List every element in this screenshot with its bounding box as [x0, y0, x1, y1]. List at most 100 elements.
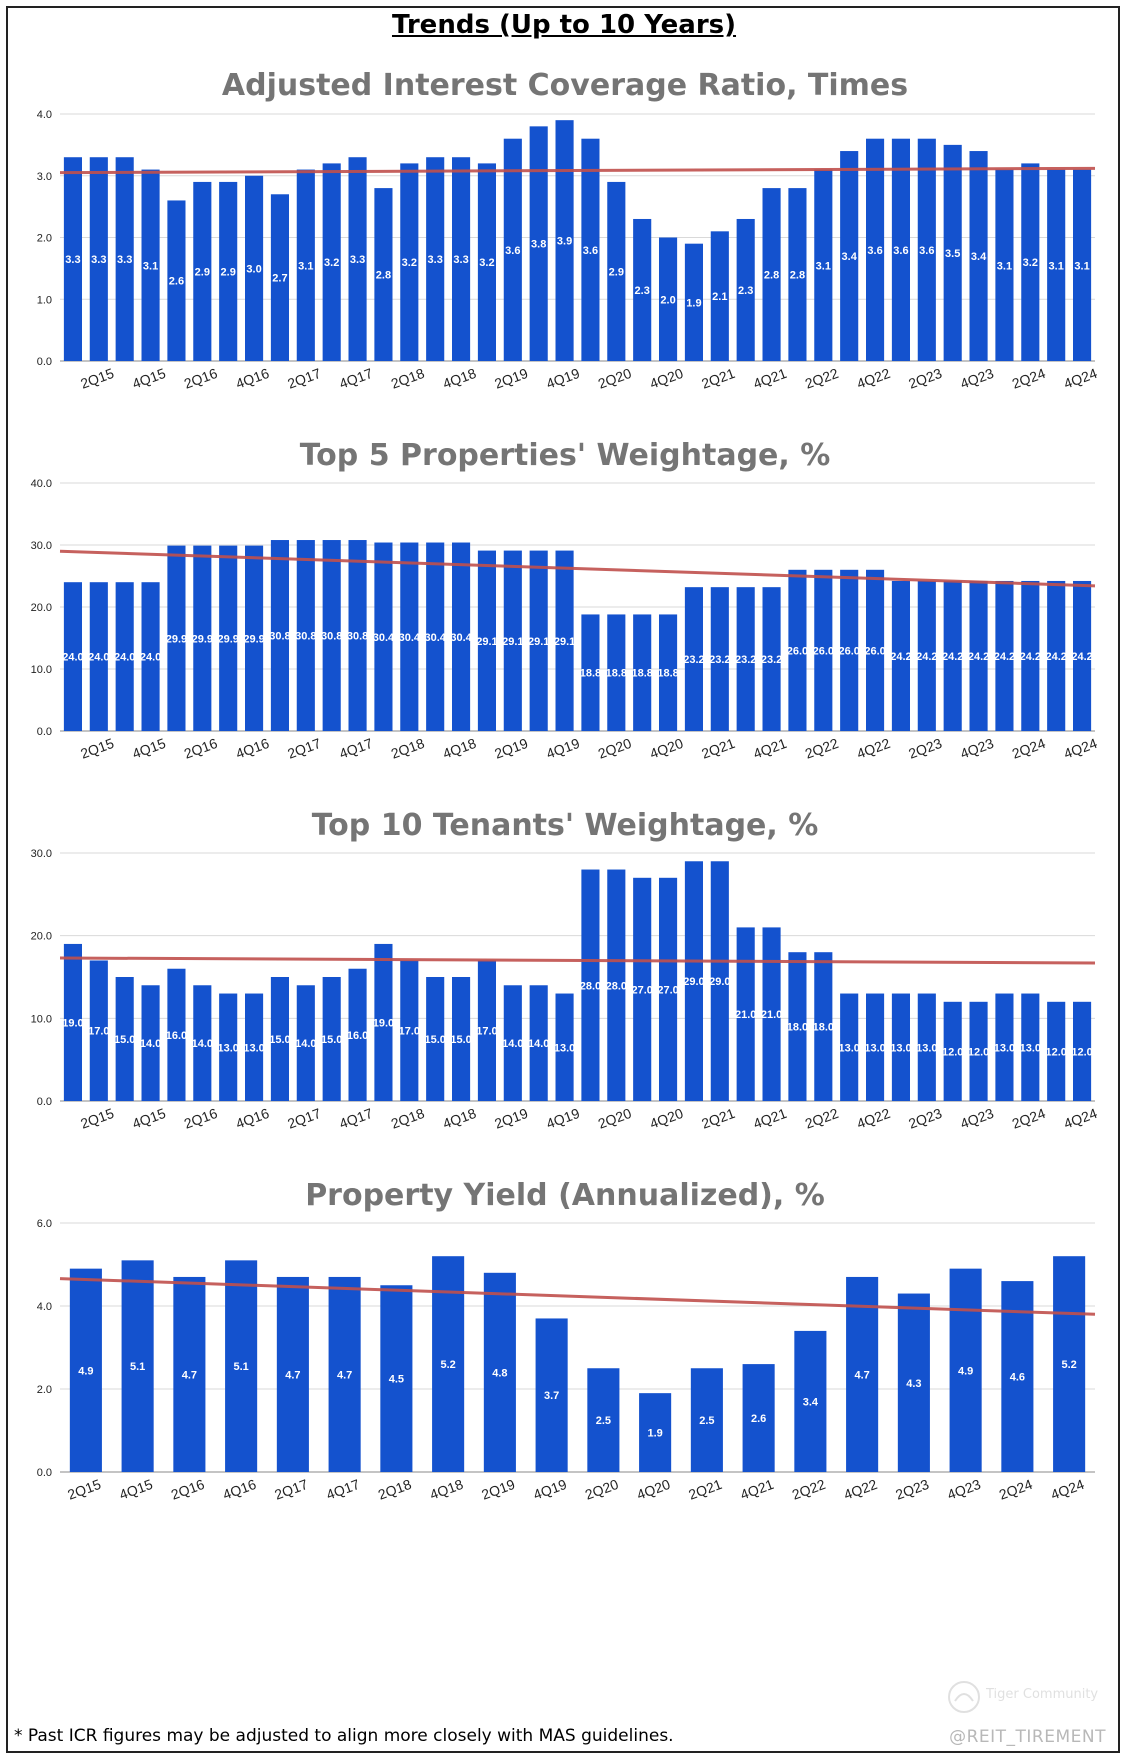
bar [607, 869, 626, 1101]
x-tick-label: 4Q24 [1062, 365, 1100, 392]
bar [555, 120, 574, 361]
bar [225, 1260, 258, 1472]
bar [503, 138, 522, 361]
bar [581, 869, 600, 1101]
data-label: 3.6 [505, 245, 520, 257]
data-label: 29.9 [192, 633, 213, 645]
x-tick-label: 2Q23 [893, 1476, 931, 1503]
bar [633, 218, 652, 361]
y-tick-label: 4.0 [37, 1301, 52, 1313]
bar [866, 993, 885, 1101]
data-label: 2.9 [609, 266, 624, 278]
data-label: 4.8 [492, 1367, 507, 1379]
x-tick-label: 4Q24 [1062, 1105, 1100, 1132]
data-label: 3.2 [479, 257, 494, 269]
data-label: 13.0 [994, 1042, 1015, 1054]
x-tick-label: 2Q17 [272, 1476, 310, 1503]
x-tick-label: 4Q16 [221, 1476, 259, 1503]
bar [788, 188, 807, 361]
data-label: 3.0 [246, 263, 261, 275]
data-label: 2.8 [764, 270, 779, 282]
data-label: 23.2 [735, 654, 756, 666]
bar [296, 985, 315, 1101]
y-tick-label: 30.0 [31, 848, 52, 860]
y-tick-label: 4.0 [37, 109, 52, 121]
data-label: 24.0 [140, 652, 161, 664]
data-label: 16.0 [347, 1030, 368, 1042]
x-tick-label: 4Q18 [441, 365, 479, 392]
data-label: 4.5 [389, 1374, 404, 1386]
bar [846, 1276, 879, 1472]
bar [555, 993, 574, 1101]
bar [400, 542, 419, 731]
data-label: 21.0 [735, 1009, 756, 1021]
data-label: 2.0 [660, 294, 675, 306]
x-tick-label: 4Q17 [324, 1476, 362, 1503]
data-label: 2.9 [195, 266, 210, 278]
bar [452, 977, 471, 1101]
x-tick-label: 2Q20 [596, 735, 634, 762]
bar [814, 952, 833, 1101]
trend-line [59, 166, 1096, 175]
data-label: 15.0 [321, 1034, 342, 1046]
data-label: 30.8 [295, 631, 316, 643]
bar [1053, 1256, 1086, 1472]
bar [89, 960, 108, 1101]
x-tick-label: 4Q19 [544, 1105, 582, 1132]
bar [115, 582, 134, 731]
x-tick-label: 4Q20 [648, 1105, 686, 1132]
bar [1047, 169, 1066, 361]
bar [794, 1330, 827, 1472]
property-yield-chart: Property Yield (Annualized), % 0.0 2.0 4.0… [10, 1172, 1120, 1532]
data-label: 28.0 [580, 980, 601, 992]
bar [348, 968, 367, 1101]
trend-line [59, 549, 1096, 588]
bar [866, 138, 885, 361]
bar [328, 1276, 361, 1472]
data-label: 3.2 [402, 257, 417, 269]
data-label: 4.6 [1010, 1372, 1025, 1384]
data-label: 30.4 [373, 632, 395, 644]
y-tick-label: 40.0 [31, 478, 52, 490]
x-tick-label: 4Q19 [544, 365, 582, 392]
data-label: 18.0 [787, 1022, 808, 1034]
x-tick-label: 4Q17 [337, 365, 375, 392]
y-tick-label: 6.0 [37, 1218, 52, 1230]
x-tick-label: 4Q20 [648, 365, 686, 392]
data-label: 2.3 [635, 285, 650, 297]
bar [426, 157, 445, 361]
x-tick-label: 4Q23 [958, 735, 996, 762]
x-tick-label: 2Q20 [596, 365, 634, 392]
bar [581, 138, 600, 361]
bar [141, 582, 160, 731]
data-label: 26.0 [787, 645, 808, 657]
data-label: 13.0 [243, 1042, 264, 1054]
trend-line [59, 1277, 1096, 1316]
bar [840, 569, 859, 731]
x-tick-label: 2Q16 [169, 1476, 207, 1503]
bar [270, 977, 289, 1101]
y-tick-label: 10.0 [31, 1013, 52, 1025]
page-title: Trends (Up to 10 Years) [391, 10, 737, 40]
data-label: 14.0 [192, 1038, 213, 1050]
bar [788, 952, 807, 1101]
bar [296, 540, 315, 731]
bar [1073, 169, 1092, 361]
data-label: 17.0 [88, 1026, 109, 1038]
x-tick-label: 4Q22 [855, 735, 893, 762]
bar [452, 157, 471, 361]
x-tick-label: 2Q18 [389, 1105, 427, 1132]
data-label: 26.0 [864, 645, 885, 657]
data-label: 30.8 [321, 631, 342, 643]
y-tick-label: 1.0 [37, 294, 52, 306]
trend-line [59, 956, 1096, 965]
x-tick-label: 2Q22 [803, 735, 841, 762]
bar [633, 877, 652, 1101]
bar [690, 1368, 723, 1472]
bar [969, 151, 988, 361]
x-tick-label: 2Q21 [699, 365, 737, 392]
bar [219, 993, 238, 1101]
data-label: 16.0 [166, 1030, 187, 1042]
bar [503, 550, 522, 731]
x-tick-label: 2Q17 [285, 1105, 323, 1132]
